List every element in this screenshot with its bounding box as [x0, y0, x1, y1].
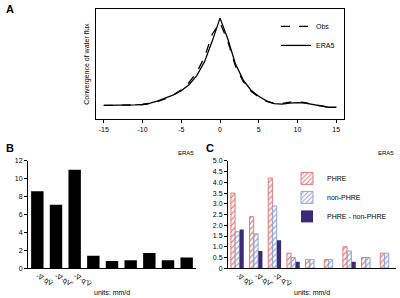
- svg-text:2: 2: [19, 247, 23, 254]
- svg-text:-∇·q̄V̄: -∇·q̄V̄: [35, 272, 55, 288]
- svg-text:2.0: 2.0: [213, 222, 223, 229]
- svg-text:PHRE - non-PHRE: PHRE - non-PHRE: [327, 213, 386, 220]
- svg-text:-∇·q̄V̄: -∇·q̄V̄: [235, 272, 255, 288]
- svg-text:Obs: Obs: [316, 23, 329, 30]
- svg-text:-15: -15: [99, 126, 109, 133]
- svg-text:10: 10: [294, 126, 302, 133]
- svg-text:Convergence of water flux: Convergence of water flux: [83, 23, 91, 105]
- svg-text:-∇·q̄V': -∇·q̄V': [253, 272, 274, 289]
- svg-text:B: B: [6, 142, 14, 154]
- svg-text:units: mm/d: units: mm/d: [294, 289, 330, 296]
- svg-text:4: 4: [19, 229, 23, 236]
- svg-text:4.0: 4.0: [213, 179, 223, 186]
- svg-text:ERA5: ERA5: [316, 42, 334, 49]
- svg-text:non-PHRE: non-PHRE: [327, 194, 361, 201]
- svg-text:6: 6: [19, 211, 23, 218]
- svg-text:-5: -5: [178, 126, 184, 133]
- svg-text:-10: -10: [137, 126, 147, 133]
- svg-text:C: C: [206, 142, 214, 154]
- svg-text:A: A: [6, 3, 14, 15]
- svg-text:ERA5: ERA5: [378, 150, 394, 156]
- svg-text:8: 8: [19, 193, 23, 200]
- svg-text:0: 0: [219, 265, 223, 272]
- svg-text:3.5: 3.5: [213, 190, 223, 197]
- svg-text:0: 0: [218, 126, 222, 133]
- svg-text:-∇·q'V̄: -∇·q'V̄: [272, 272, 293, 289]
- svg-text:PHRE: PHRE: [327, 175, 347, 182]
- svg-text:2.5: 2.5: [213, 211, 223, 218]
- svg-text:1.5: 1.5: [213, 232, 223, 239]
- svg-text:3.0: 3.0: [213, 200, 223, 207]
- svg-text:5.0: 5.0: [213, 157, 223, 164]
- svg-text:5: 5: [257, 126, 261, 133]
- svg-text:-∇·q̄V': -∇·q̄V': [53, 272, 74, 289]
- svg-text:0.5: 0.5: [213, 254, 223, 261]
- svg-text:0: 0: [19, 265, 23, 272]
- svg-text:15: 15: [332, 126, 340, 133]
- svg-text:ERA5: ERA5: [178, 150, 194, 156]
- svg-text:4.5: 4.5: [213, 168, 223, 175]
- svg-text:1.0: 1.0: [213, 243, 223, 250]
- svg-text:10: 10: [15, 175, 23, 182]
- svg-text:-∇·q'V̄: -∇·q'V̄: [72, 272, 93, 289]
- svg-text:12: 12: [15, 157, 23, 164]
- svg-text:units: mm/d: units: mm/d: [94, 289, 130, 296]
